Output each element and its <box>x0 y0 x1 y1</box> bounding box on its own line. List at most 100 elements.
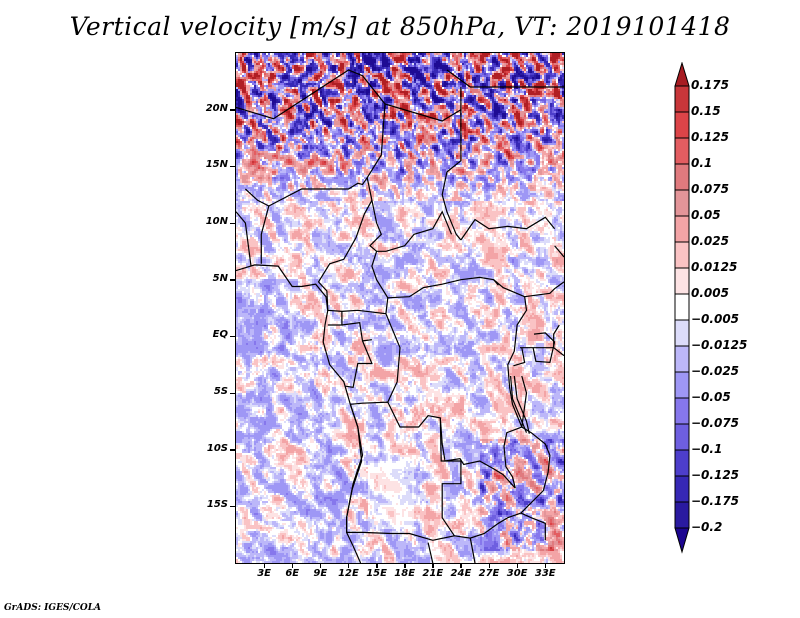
colorbar-label: 0.125 <box>691 130 729 144</box>
colorbar-label: 0.1 <box>691 156 713 170</box>
vertical-velocity-field <box>236 53 564 563</box>
border-line <box>317 200 389 315</box>
border-line <box>521 375 528 428</box>
lat-tick-label: 20N <box>205 102 228 114</box>
colorbar-swatch <box>674 449 690 477</box>
colorbar-swatch <box>674 111 690 139</box>
colorbar-swatch <box>674 163 690 191</box>
lon-tick-label: 21E <box>422 568 444 579</box>
lon-tick-label: 9E <box>313 568 328 579</box>
lat-tick-label: 5S <box>213 386 228 397</box>
colorbar-swatch <box>674 319 690 347</box>
lon-tick-mark <box>460 563 462 568</box>
border-line <box>327 311 343 326</box>
border-line <box>345 404 522 541</box>
lon-tick-mark <box>319 563 322 568</box>
border-line <box>532 332 556 364</box>
border-line <box>441 87 462 241</box>
colorbar-swatch <box>674 215 690 243</box>
colorbar-swatch <box>674 189 690 217</box>
border-line <box>260 205 270 264</box>
border-line <box>427 542 434 563</box>
lon-tick-mark <box>404 563 406 568</box>
colorbar-label: −0.175 <box>691 494 740 508</box>
border-line <box>341 322 373 388</box>
colorbar-label: −0.1 <box>691 442 723 456</box>
border-line <box>385 313 401 403</box>
colorbar-swatch <box>674 397 690 425</box>
lon-tick-label: 12E <box>338 568 359 579</box>
lon-tick-label: 18E <box>394 568 416 579</box>
lon-tick-mark <box>347 563 350 568</box>
country-borders <box>236 69 564 563</box>
lat-tick-mark <box>230 392 236 394</box>
border-line <box>520 426 551 514</box>
colorbar-label: −0.05 <box>691 390 731 404</box>
border-line <box>350 276 528 489</box>
border-line <box>520 512 546 541</box>
colorbar-label: 0.05 <box>691 208 721 222</box>
colorbar-graphic <box>674 62 690 554</box>
lat-tick-mark <box>230 505 236 508</box>
border-line <box>446 69 564 88</box>
lon-tick-mark <box>376 563 378 568</box>
colorbar-swatch <box>674 345 690 373</box>
colorbar-swatch <box>674 475 690 503</box>
border-line <box>460 216 556 241</box>
border-line <box>439 417 462 537</box>
border-line <box>384 103 462 122</box>
border-line <box>469 537 476 563</box>
lat-tick-label: 15N <box>205 159 228 171</box>
map-plot-area <box>236 53 564 563</box>
lon-tick-mark <box>291 563 294 568</box>
border-line <box>236 69 386 207</box>
colorbar-label: 0.075 <box>691 182 729 196</box>
colorbar-label: 0.005 <box>691 286 729 300</box>
border-line <box>366 177 453 252</box>
lon-tick-mark <box>516 563 519 568</box>
colorbar-label: −0.075 <box>691 416 740 430</box>
border-line <box>236 211 252 267</box>
lat-tick-mark <box>230 109 236 111</box>
lat-tick-label: 5N <box>212 272 228 284</box>
lon-tick-label: 27E <box>478 568 500 579</box>
coastline <box>236 264 364 563</box>
lon-tick-label: 24E <box>450 568 472 579</box>
colorbar-max-arrow <box>674 62 690 87</box>
lon-tick-label: 3E <box>257 568 271 579</box>
colorbar-label: −0.0125 <box>691 338 748 352</box>
colorbar-swatch <box>674 293 690 321</box>
colorbar-label: 0.025 <box>691 234 729 248</box>
lon-tick-label: 15E <box>366 568 387 579</box>
border-line <box>513 375 530 434</box>
colorbar-min-arrow <box>674 527 690 554</box>
border-line <box>554 245 564 258</box>
grads-credit: GrADS: IGES/COLA <box>4 603 102 613</box>
lat-tick-label: 10N <box>205 216 228 227</box>
colorbar-label: −0.125 <box>691 468 740 482</box>
chart-title: Vertical velocity [m/s] at 850hPa, VT: 2… <box>69 12 731 41</box>
lon-tick-label: 6E <box>285 568 300 579</box>
colorbar-swatch <box>674 371 690 399</box>
lat-tick-mark <box>230 222 236 224</box>
border-line <box>520 324 560 349</box>
lat-tick-label: 10S <box>206 442 228 454</box>
lat-tick-label: 15S <box>206 499 228 511</box>
border-line <box>510 375 528 433</box>
lat-tick-mark <box>230 335 236 338</box>
colorbar-label: 0.15 <box>691 104 721 118</box>
border-line <box>362 339 372 342</box>
colorbar-label: −0.005 <box>691 312 740 326</box>
lon-tick-mark <box>544 563 547 568</box>
colorbar-swatch <box>674 423 690 451</box>
border-line <box>513 347 526 367</box>
colorbar-label: 0.175 <box>691 78 729 92</box>
border-line <box>524 281 564 298</box>
border-line <box>553 347 564 357</box>
lat-tick-label: EQ <box>212 329 228 341</box>
colorbar-label: 0.0125 <box>691 260 738 274</box>
colorbar-swatch <box>674 85 690 113</box>
colorbar-swatch <box>674 137 690 165</box>
lat-tick-mark <box>230 449 236 451</box>
colorbar-swatch <box>674 501 690 529</box>
